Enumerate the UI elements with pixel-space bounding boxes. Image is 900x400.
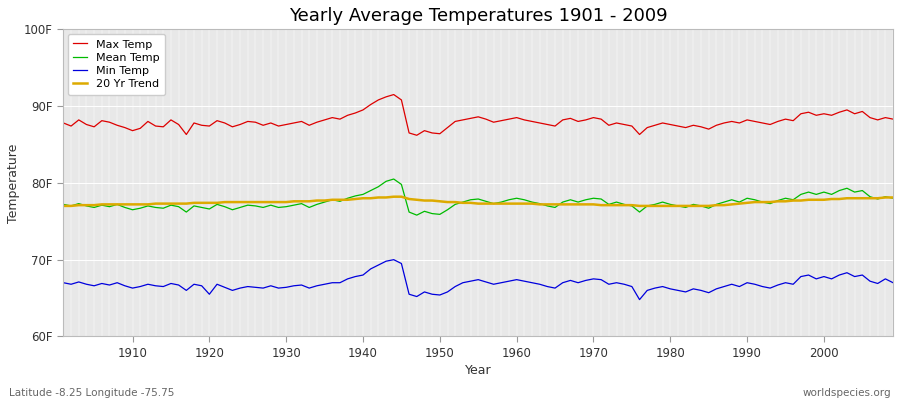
Max Temp — [120, 125, 130, 130]
Max Temp — [519, 118, 530, 122]
Min Temp — [388, 257, 399, 262]
Mean Temp — [887, 196, 898, 201]
20 Yr Trend — [58, 204, 68, 208]
Mean Temp — [388, 177, 399, 182]
Text: Latitude -8.25 Longitude -75.75: Latitude -8.25 Longitude -75.75 — [9, 388, 175, 398]
Max Temp — [619, 122, 630, 127]
20 Yr Trend — [887, 195, 898, 200]
20 Yr Trend — [388, 194, 399, 199]
X-axis label: Year: Year — [465, 364, 491, 377]
Min Temp — [511, 277, 522, 282]
Y-axis label: Temperature: Temperature — [7, 143, 20, 222]
Min Temp — [611, 280, 622, 285]
Line: Min Temp: Min Temp — [63, 260, 893, 300]
Min Temp — [634, 297, 645, 302]
Mean Temp — [519, 197, 530, 202]
Min Temp — [289, 283, 300, 288]
Mean Temp — [58, 202, 68, 207]
Max Temp — [411, 133, 422, 138]
Max Temp — [526, 119, 537, 124]
20 Yr Trend — [511, 201, 522, 206]
Line: Mean Temp: Mean Temp — [63, 179, 893, 215]
Mean Temp — [289, 203, 300, 208]
Text: worldspecies.org: worldspecies.org — [803, 388, 891, 398]
Legend: Max Temp, Mean Temp, Min Temp, 20 Yr Trend: Max Temp, Mean Temp, Min Temp, 20 Yr Tre… — [68, 34, 165, 95]
20 Yr Trend — [335, 197, 346, 202]
Max Temp — [58, 120, 68, 125]
Mean Temp — [335, 199, 346, 204]
Line: Max Temp: Max Temp — [63, 94, 893, 135]
Mean Temp — [120, 205, 130, 210]
20 Yr Trend — [120, 202, 130, 207]
20 Yr Trend — [519, 201, 530, 206]
Title: Yearly Average Temperatures 1901 - 2009: Yearly Average Temperatures 1901 - 2009 — [289, 7, 668, 25]
Min Temp — [519, 279, 530, 284]
Min Temp — [335, 280, 346, 285]
20 Yr Trend — [611, 203, 622, 208]
Max Temp — [289, 120, 300, 125]
Mean Temp — [526, 200, 537, 204]
Max Temp — [335, 117, 346, 122]
Mean Temp — [411, 213, 422, 218]
Max Temp — [388, 92, 399, 97]
Mean Temp — [619, 202, 630, 207]
20 Yr Trend — [289, 199, 300, 204]
Line: 20 Yr Trend: 20 Yr Trend — [63, 197, 893, 206]
Min Temp — [58, 280, 68, 285]
Max Temp — [887, 117, 898, 122]
Min Temp — [120, 283, 130, 288]
Min Temp — [887, 280, 898, 285]
